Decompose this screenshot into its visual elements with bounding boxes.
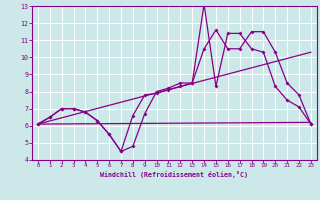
X-axis label: Windchill (Refroidissement éolien,°C): Windchill (Refroidissement éolien,°C) [100,171,248,178]
